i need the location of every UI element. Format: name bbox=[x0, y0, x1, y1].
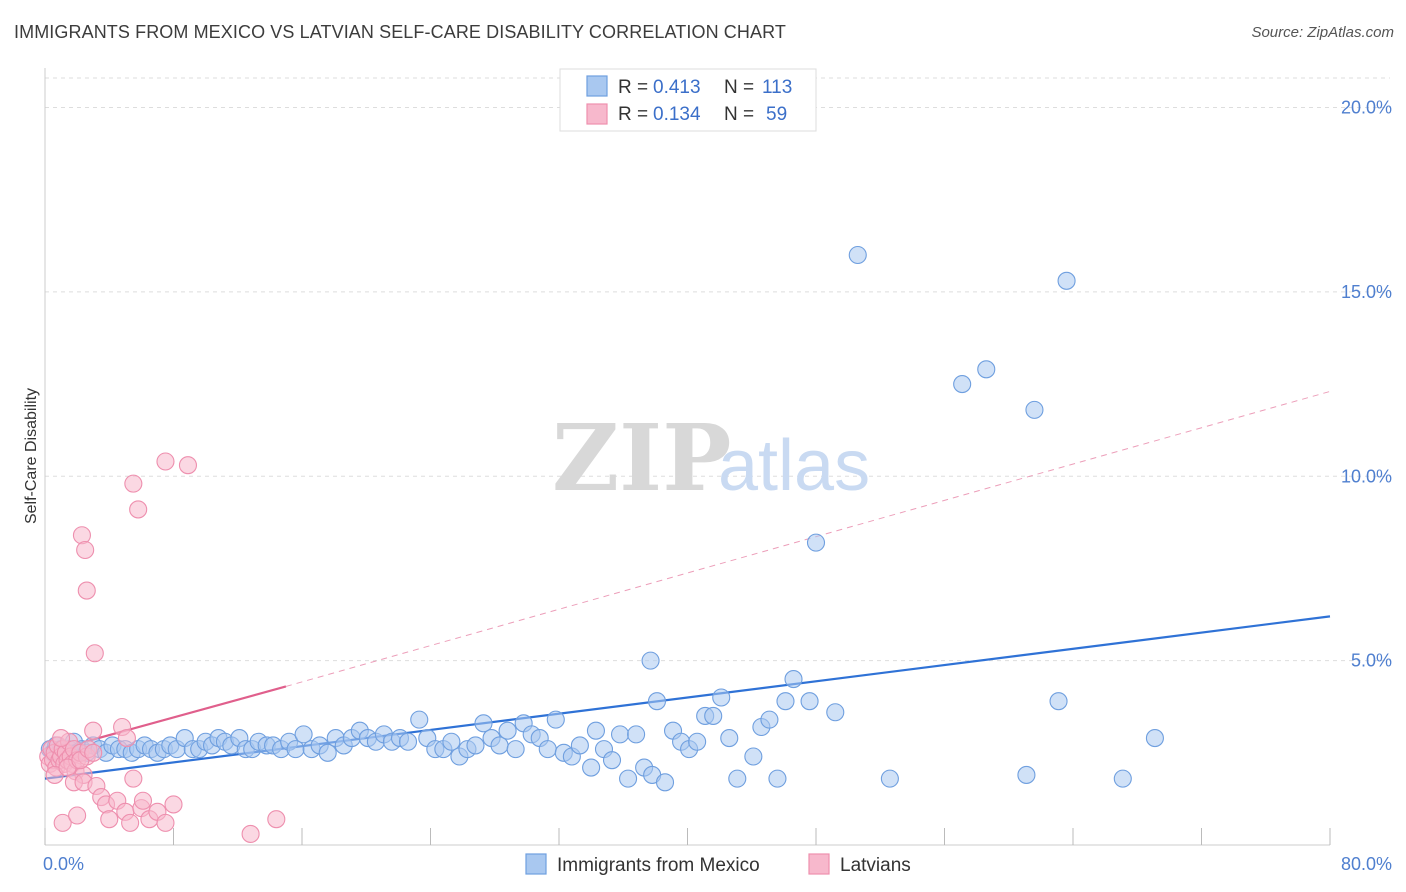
point-latvians-46 bbox=[124, 474, 143, 493]
point-latvians-41 bbox=[164, 795, 183, 814]
bottom-legend-swatch-mexico bbox=[525, 853, 547, 875]
point-mexico-104 bbox=[826, 703, 845, 722]
axes bbox=[44, 68, 1331, 846]
point-mexico-115 bbox=[1017, 765, 1036, 784]
y-axis-label: Self-Care Disability bbox=[23, 388, 40, 524]
point-latvians-55 bbox=[267, 810, 286, 829]
legend-n-label-mexico: N = bbox=[724, 77, 754, 98]
point-latvians-42 bbox=[72, 526, 91, 545]
legend-n-value-latvians: 59 bbox=[766, 104, 787, 125]
point-mexico-93 bbox=[704, 706, 723, 725]
point-mexico-80 bbox=[602, 751, 622, 770]
legend-swatch-mexico bbox=[586, 75, 608, 97]
y-tick-label-3: 20.0% bbox=[1341, 98, 1392, 118]
point-mexico-97 bbox=[744, 747, 763, 766]
point-mexico-94 bbox=[712, 688, 731, 707]
point-mexico-114 bbox=[1145, 729, 1164, 748]
point-mexico-73 bbox=[546, 710, 565, 729]
legend-swatch-latvians bbox=[586, 103, 608, 125]
point-mexico-77 bbox=[582, 758, 601, 777]
point-mexico-107 bbox=[848, 245, 867, 265]
point-mexico-78 bbox=[586, 721, 605, 740]
legend-n-value-mexico: 113 bbox=[762, 77, 792, 98]
bottom-legend-swatch-latvians bbox=[808, 853, 830, 875]
point-mexico-103 bbox=[800, 692, 819, 711]
point-latvians-56 bbox=[241, 824, 260, 843]
point-mexico-100 bbox=[768, 769, 787, 788]
point-latvians-33 bbox=[100, 810, 119, 829]
point-latvians-52 bbox=[117, 729, 136, 748]
legend-r-value-mexico: 0.413 bbox=[653, 77, 701, 98]
point-mexico-91 bbox=[688, 732, 707, 751]
bottom-legend-label-latvians: Latvians bbox=[840, 855, 911, 876]
point-mexico-72 bbox=[538, 740, 557, 759]
point-mexico-68 bbox=[506, 740, 525, 759]
point-latvians-44 bbox=[77, 581, 96, 600]
point-mexico-60 bbox=[442, 732, 461, 751]
point-mexico-55 bbox=[398, 732, 418, 751]
point-mexico-82 bbox=[619, 769, 638, 788]
point-mexico-83 bbox=[627, 725, 646, 744]
point-mexico-67 bbox=[498, 721, 517, 740]
y-tick-label-1: 10.0% bbox=[1341, 466, 1392, 486]
y-tick-label-2: 15.0% bbox=[1341, 282, 1392, 302]
x-tick-label-1: 80.0% bbox=[1341, 854, 1392, 874]
point-mexico-76 bbox=[570, 736, 589, 755]
legend: R = 0.413 N = 113 R = 0.134 N = 59 bbox=[559, 68, 817, 132]
legend-r-value-latvians: 0.134 bbox=[653, 104, 701, 125]
point-latvians-23 bbox=[52, 729, 71, 748]
point-latvians-48 bbox=[156, 452, 175, 471]
x-tick-label-0: 0.0% bbox=[43, 854, 84, 874]
legend-n-label-latvians: N = bbox=[724, 104, 754, 125]
data-points bbox=[39, 245, 1164, 843]
point-latvians-43 bbox=[76, 540, 95, 560]
point-latvians-36 bbox=[124, 769, 143, 788]
bottom-legend: Immigrants from Mexico Latvians bbox=[525, 853, 911, 876]
point-latvians-50 bbox=[84, 721, 103, 740]
point-mexico-102 bbox=[784, 670, 803, 689]
point-mexico-95 bbox=[720, 729, 739, 748]
point-mexico-63 bbox=[466, 736, 485, 755]
point-latvians-57 bbox=[53, 813, 72, 832]
point-mexico-56 bbox=[410, 710, 429, 729]
point-latvians-58 bbox=[68, 806, 87, 825]
point-latvians-45 bbox=[85, 644, 104, 663]
point-mexico-64 bbox=[474, 714, 493, 733]
point-mexico-105 bbox=[641, 651, 660, 670]
point-mexico-45 bbox=[318, 743, 337, 762]
tick-labels: 5.0% 10.0% 15.0% 20.0% 0.0% 80.0% bbox=[43, 98, 1392, 875]
point-mexico-42 bbox=[294, 725, 313, 744]
point-latvians-40 bbox=[156, 813, 175, 832]
point-mexico-112 bbox=[1049, 692, 1068, 711]
point-mexico-113 bbox=[1113, 769, 1132, 788]
source-note: Source: ZipAtlas.com bbox=[1251, 24, 1394, 41]
point-mexico-101 bbox=[776, 692, 795, 711]
point-mexico-106 bbox=[806, 533, 826, 552]
point-mexico-99 bbox=[760, 710, 779, 729]
point-mexico-86 bbox=[647, 692, 667, 711]
bottom-legend-label-mexico: Immigrants from Mexico bbox=[557, 855, 760, 876]
chart-title: IMMIGRANTS FROM MEXICO VS LATVIAN SELF-C… bbox=[14, 22, 786, 42]
point-mexico-111 bbox=[1057, 271, 1076, 290]
point-mexico-87 bbox=[655, 773, 675, 792]
point-mexico-81 bbox=[610, 725, 630, 744]
point-latvians-49 bbox=[178, 456, 198, 475]
legend-r-label-mexico: R = bbox=[618, 77, 648, 98]
watermark: ZIP atlas bbox=[552, 404, 870, 512]
gridlines bbox=[45, 77, 1390, 662]
point-mexico-109 bbox=[977, 360, 996, 379]
point-latvians-54 bbox=[133, 791, 153, 810]
point-mexico-96 bbox=[728, 769, 747, 788]
point-mexico-110 bbox=[1025, 400, 1044, 419]
watermark-atlas: atlas bbox=[718, 426, 870, 506]
point-latvians-53 bbox=[121, 813, 140, 832]
watermark-zip: ZIP bbox=[552, 404, 731, 512]
legend-r-label-latvians: R = bbox=[618, 104, 648, 125]
point-latvians-47 bbox=[129, 500, 148, 519]
point-mexico-116 bbox=[880, 769, 899, 788]
y-tick-label-0: 5.0% bbox=[1351, 651, 1392, 671]
point-mexico-108 bbox=[953, 375, 972, 394]
point-latvians-29 bbox=[84, 743, 103, 762]
